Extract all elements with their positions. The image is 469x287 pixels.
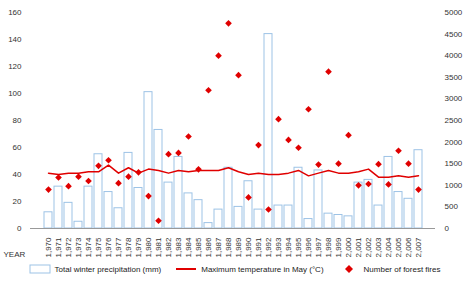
svg-text:1,990: 1,990 — [244, 237, 253, 258]
svg-text:1,978: 1,978 — [124, 237, 133, 258]
svg-text:1,977: 1,977 — [114, 237, 123, 258]
svg-text:100: 100 — [8, 89, 22, 98]
svg-text:1,972: 1,972 — [64, 237, 73, 258]
svg-text:2,002: 2,002 — [364, 237, 373, 258]
svg-text:1,980: 1,980 — [144, 237, 153, 258]
svg-text:3500: 3500 — [445, 73, 463, 82]
svg-text:140: 140 — [8, 35, 22, 44]
svg-text:1,989: 1,989 — [234, 237, 243, 258]
svg-text:YEAR: YEAR — [4, 250, 26, 259]
svg-text:2,005: 2,005 — [394, 237, 403, 258]
svg-text:4500: 4500 — [445, 30, 463, 39]
svg-text:2500: 2500 — [445, 116, 463, 125]
svg-text:120: 120 — [8, 62, 22, 71]
svg-text:1,976: 1,976 — [104, 237, 113, 258]
svg-text:1,983: 1,983 — [174, 237, 183, 258]
svg-text:2,006: 2,006 — [404, 237, 413, 258]
svg-text:500: 500 — [445, 202, 459, 211]
svg-text:20: 20 — [13, 197, 22, 206]
svg-text:1,998: 1,998 — [324, 237, 333, 258]
svg-text:1,986: 1,986 — [204, 237, 213, 258]
svg-text:1,981: 1,981 — [154, 237, 163, 258]
svg-text:1000: 1000 — [445, 181, 463, 190]
svg-text:2,003: 2,003 — [374, 237, 383, 258]
svg-text:1,984: 1,984 — [184, 237, 193, 258]
svg-text:1,995: 1,995 — [294, 237, 303, 258]
svg-text:2,007: 2,007 — [414, 237, 423, 258]
svg-text:40: 40 — [13, 170, 22, 179]
svg-text:3000: 3000 — [445, 94, 463, 103]
svg-text:1,970: 1,970 — [44, 237, 53, 258]
svg-text:0: 0 — [445, 224, 450, 233]
svg-text:1,994: 1,994 — [284, 237, 293, 258]
svg-text:60: 60 — [13, 143, 22, 152]
svg-text:1,997: 1,997 — [314, 237, 323, 258]
svg-text:80: 80 — [13, 116, 22, 125]
svg-text:1,982: 1,982 — [164, 237, 173, 258]
html-text:Number of forest fires: Number of forest fires — [363, 264, 441, 274]
svg-text:1,992: 1,992 — [264, 237, 273, 258]
svg-text:1,971: 1,971 — [54, 237, 63, 258]
svg-text:2,004: 2,004 — [384, 237, 393, 258]
svg-text:1,979: 1,979 — [134, 237, 143, 258]
html-text:Maximum temperature in May (°C: Maximum temperature in May (°C) — [201, 264, 324, 274]
svg-text:0: 0 — [17, 224, 22, 233]
svg-text:4000: 4000 — [445, 51, 463, 60]
svg-text:160: 160 — [8, 8, 22, 17]
svg-text:1,974: 1,974 — [84, 237, 93, 258]
svg-text:2000: 2000 — [445, 138, 463, 147]
svg-text:1,987: 1,987 — [214, 237, 223, 258]
svg-text:1,985: 1,985 — [194, 237, 203, 258]
svg-text:1,988: 1,988 — [224, 237, 233, 258]
svg-text:2,000: 2,000 — [344, 237, 353, 258]
svg-text:1,993: 1,993 — [274, 237, 283, 258]
svg-text:2,001: 2,001 — [354, 237, 363, 258]
svg-text:1,999: 1,999 — [334, 237, 343, 258]
html-text:Total winter precipitation (mm: Total winter precipitation (mm) — [54, 264, 162, 274]
svg-text:1,973: 1,973 — [74, 237, 83, 258]
svg-text:1500: 1500 — [445, 159, 463, 168]
svg-text:1,996: 1,996 — [304, 237, 313, 258]
svg-text:5000: 5000 — [445, 8, 463, 17]
svg-text:1,991: 1,991 — [254, 237, 263, 258]
svg-text:1,975: 1,975 — [94, 237, 103, 258]
